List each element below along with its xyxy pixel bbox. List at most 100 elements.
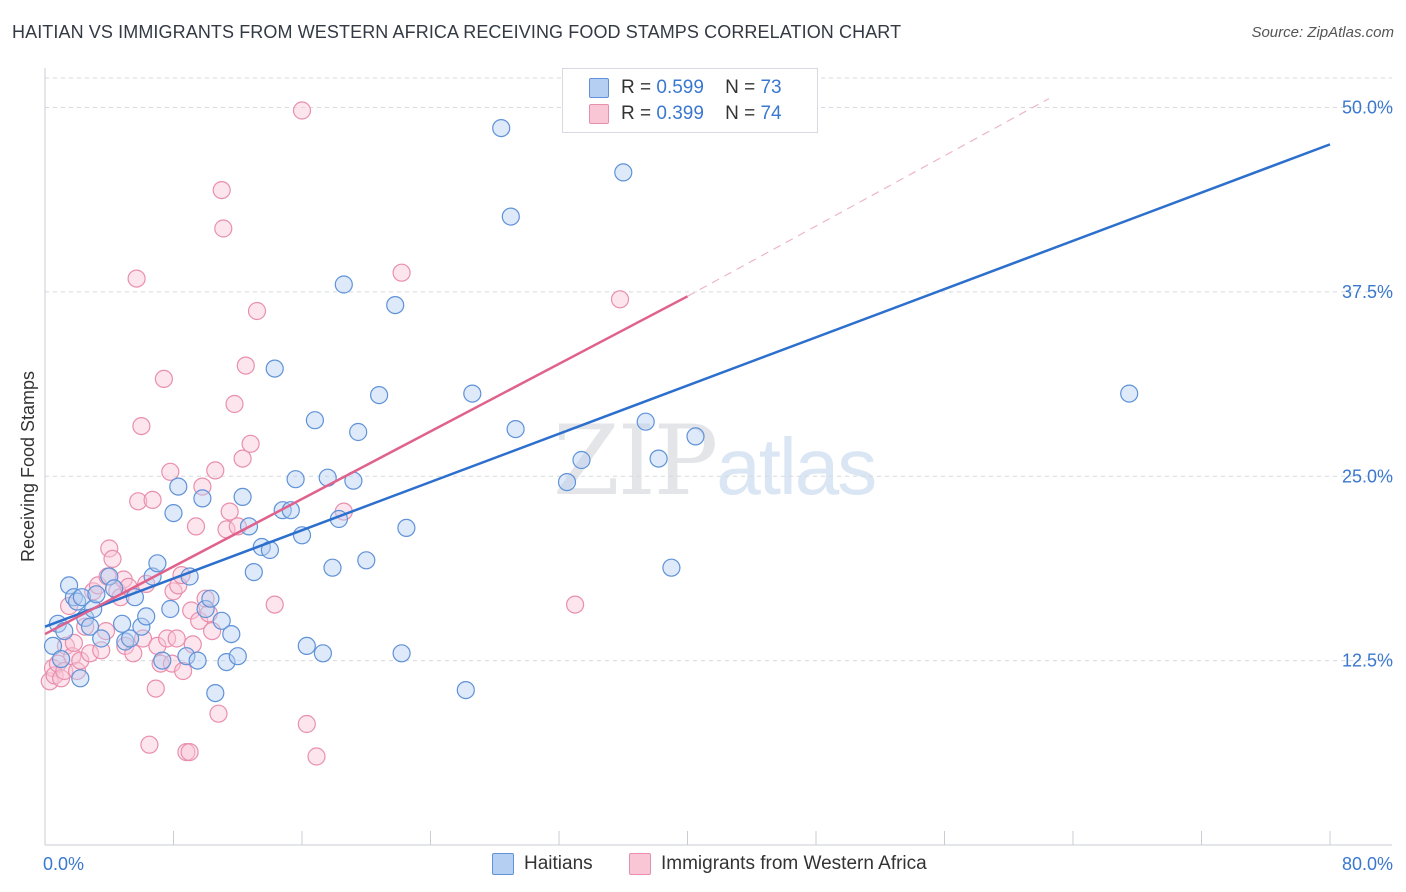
western-africa-point [292,101,312,120]
western-africa-point [206,461,225,480]
haitians-point [557,473,577,492]
haitians-point [153,651,172,670]
haitians-point [87,585,106,604]
western-africa-point [220,502,239,521]
western-africa-point [55,661,74,681]
legend-swatch-blue [589,78,609,98]
western-africa-point [236,356,255,375]
western-africa-point [103,549,122,569]
western-africa-point [212,181,231,200]
haitians-point [72,588,92,607]
western-africa-point [127,269,146,288]
western-africa-point [297,714,316,734]
haitians-point [201,589,220,608]
haitians-point [222,624,241,644]
haitians-point [161,599,180,619]
western-africa-point [265,595,284,614]
trend-lines [44,98,1331,636]
axes [44,68,1392,846]
western-africa-point [196,589,215,608]
watermark-atlas: atlas [716,422,877,511]
western-africa-point [140,735,159,754]
haitians-point [265,359,284,378]
haitians-point [43,636,63,656]
western-africa-point [233,449,252,468]
western-africa-point [132,417,151,436]
western-africa-point [214,219,233,238]
legend-n-value: 73 [760,77,782,98]
legend-r-label: R = [621,77,652,98]
correlation-legend: R = 0.599 N = 73 R = 0.399 N = 74 [562,68,818,133]
haitians-point [397,518,416,538]
haitians-point [51,649,71,669]
haitians-point [636,412,655,431]
haitians-point [92,629,111,648]
western-africa-point [167,629,186,648]
legend-label-western-africa: Immigrants from Western Africa [661,853,927,874]
series-haitians-points [43,119,1139,703]
western-africa-point [71,651,90,670]
haitians-point [59,576,79,595]
western-africa-point [610,290,630,309]
haitians-point [121,629,140,648]
western-africa-point [129,492,148,511]
legend-swatch-pink [629,853,651,875]
legend-r-label: R = [621,103,652,124]
western-africa-trend-line [44,295,689,636]
haitians-point [188,651,207,670]
haitians-point [116,632,135,651]
western-africa-point [209,704,228,723]
haitians-point [206,683,225,703]
y-axis-label: Receiving Food Stamps [18,371,38,562]
haitians-point [297,636,316,656]
haitians-point [212,611,231,630]
haitians-point [244,562,263,582]
western-africa-point [392,263,411,282]
western-africa-point [247,301,267,321]
haitians-point [456,680,475,700]
legend-swatch-blue [492,853,514,875]
western-africa-point [148,636,167,656]
source-label: Source: ZipAtlas.com [1251,24,1394,41]
haitians-point [614,163,633,182]
haitians-point [649,449,668,468]
western-africa-point [225,394,244,414]
legend-label-haitians: Haitians [524,853,593,874]
western-africa-point [241,434,260,453]
haitians-point [392,644,411,663]
legend-n-label: N = [725,77,756,98]
haitians-point [137,607,156,626]
y-tick-label: 50.0% [1342,98,1393,118]
legend-r-value: 0.599 [656,77,704,98]
haitians-point [349,422,368,442]
haitians-point [286,470,305,489]
haitians-point [164,503,183,523]
haitians-point [463,384,482,403]
haitians-trend-line [44,143,1331,628]
haitians-point [193,489,212,508]
y-tick-label: 25.0% [1342,466,1393,486]
x-tick-label: 0.0% [43,854,84,874]
x-tick-label: 80.0% [1342,854,1393,874]
legend-n-value: 74 [760,103,782,124]
western-africa-point [158,629,177,648]
haitians-point [572,450,591,470]
haitians-point [228,647,247,666]
haitians-point [233,487,252,506]
haitians-point [370,386,389,405]
watermark-zip: ZIP [553,405,718,517]
haitians-point [71,669,90,688]
haitians-point [305,411,324,430]
y-tick-label: 37.5% [1342,282,1393,302]
haitians-point [148,554,167,573]
series-western-africa-points [40,101,630,766]
western-africa-point [174,661,193,681]
western-africa-point [80,644,100,663]
western-africa-point [161,462,180,481]
haitians-point [112,614,132,633]
haitians-point [217,652,236,672]
legend-r-value: 0.399 [656,103,704,124]
haitians-point [132,617,151,636]
western-africa-point [565,595,585,614]
